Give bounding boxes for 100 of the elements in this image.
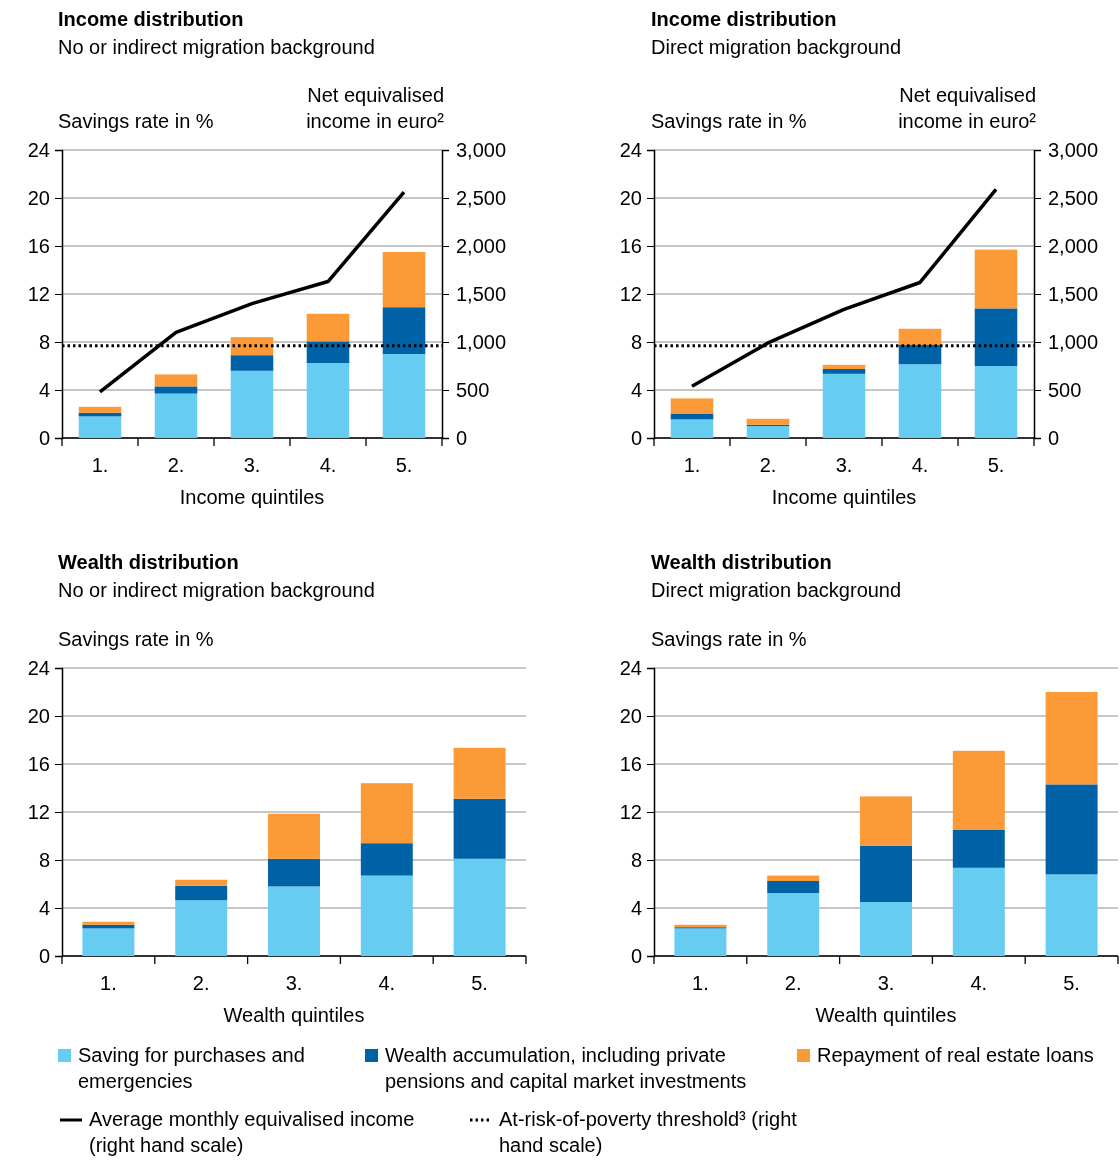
y-tick-label: 8	[630, 848, 642, 871]
y2-tick-label: 500	[456, 378, 490, 401]
y-tick-label: 0	[630, 944, 642, 967]
y-tick-label: 12	[27, 800, 50, 823]
x-tick-label: 4.	[911, 454, 929, 476]
bar	[230, 370, 274, 438]
bar	[670, 398, 714, 414]
y-tick-label: 0	[38, 426, 50, 449]
legend-label: Average monthly equivalised income (right hand scale)	[89, 1108, 415, 1156]
bar	[746, 418, 790, 425]
bar	[82, 928, 135, 956]
x-axis-title: Wealth quintiles	[223, 1004, 365, 1026]
y2-tick-label: 1,500	[456, 282, 507, 305]
y2-tick-label: 1,500	[1048, 282, 1099, 305]
y-tick-label: 24	[27, 656, 50, 679]
y-axis-title: Savings rate in %	[58, 110, 214, 132]
y2-tick-label: 2,500	[1048, 186, 1099, 209]
y2-axis-title: Net equivalised income in euro²	[306, 84, 445, 132]
bar	[898, 328, 942, 345]
bar	[175, 900, 228, 956]
y-tick-label: 4	[630, 378, 642, 401]
y2-tick-label: 500	[1048, 378, 1082, 401]
bar	[360, 843, 413, 876]
bar	[860, 845, 912, 902]
y-tick-label: 4	[38, 378, 50, 401]
bar	[306, 313, 350, 342]
y-axis-title: Savings rate in %	[651, 110, 807, 132]
y-tick-label: 24	[619, 656, 642, 679]
bar	[175, 879, 228, 886]
y-axis-title: Savings rate in %	[651, 628, 807, 650]
chart-subtitle: No or indirect migration background	[58, 36, 375, 58]
x-tick-label: 4.	[378, 972, 396, 994]
bar	[175, 885, 228, 901]
bar	[1045, 874, 1098, 956]
bar	[974, 366, 1018, 438]
y-tick-label: 16	[27, 234, 50, 257]
y-tick-label: 24	[619, 138, 642, 161]
bar	[860, 796, 912, 846]
x-tick-label: 5.	[471, 972, 488, 994]
bar	[82, 921, 135, 925]
legend-label: At-risk-of-poverty threshold³ (right hand scale)	[499, 1108, 798, 1156]
chart-title: Income distribution	[651, 8, 837, 30]
x-tick-label: 2.	[167, 454, 185, 476]
bar	[822, 369, 866, 374]
x-tick-label: 5.	[1063, 972, 1080, 994]
y2-tick-label: 2,000	[456, 234, 507, 257]
bar	[453, 798, 506, 859]
bar	[306, 363, 350, 438]
x-tick-label: 1.	[100, 972, 117, 994]
bar	[360, 783, 413, 844]
chart-title: Wealth distribution	[58, 551, 239, 573]
y-tick-label: 24	[27, 138, 50, 161]
y2-tick-label: 1,000	[1048, 330, 1099, 353]
bar	[268, 858, 320, 887]
chart-subtitle: No or indirect migration background	[58, 579, 375, 601]
y2-axis-title: Net equivalised income in euro²	[898, 84, 1037, 132]
y-tick-label: 20	[27, 704, 50, 727]
bar	[360, 875, 413, 956]
bar	[1045, 692, 1098, 785]
y-tick-label: 12	[619, 282, 642, 305]
x-tick-label: 2.	[784, 972, 802, 994]
y-tick-label: 8	[38, 848, 50, 871]
x-tick-label: 3.	[243, 454, 261, 476]
y-tick-label: 16	[27, 752, 50, 775]
bar	[860, 902, 912, 956]
bar	[268, 886, 320, 956]
bar	[974, 308, 1018, 366]
y-tick-label: 20	[619, 704, 642, 727]
y-tick-label: 12	[619, 800, 642, 823]
bar	[453, 747, 506, 799]
chart-title: Income distribution	[58, 8, 244, 30]
bar	[230, 355, 274, 371]
y-tick-label: 16	[619, 234, 642, 257]
x-tick-label: 1.	[692, 972, 709, 994]
bar	[952, 867, 1005, 956]
x-axis-title: Wealth quintiles	[815, 1004, 957, 1026]
bar	[767, 893, 820, 956]
y-tick-label: 8	[38, 330, 50, 353]
y-axis-title: Savings rate in %	[58, 628, 214, 650]
x-axis-title: Income quintiles	[179, 486, 325, 508]
bar	[974, 249, 1018, 309]
y2-tick-label: 2,500	[456, 186, 507, 209]
x-tick-label: 3.	[835, 454, 853, 476]
legend-label: Wealth accumulation, including private pensions and capital market investments	[385, 1044, 747, 1092]
y2-tick-label: 3,000	[1048, 138, 1099, 161]
legend-label: Repayment of real estate loans	[817, 1044, 1094, 1066]
x-tick-label: 1.	[91, 454, 109, 476]
bar	[382, 354, 426, 438]
bar	[382, 252, 426, 308]
x-tick-label: 5.	[987, 454, 1005, 476]
chart-subtitle: Direct migration background	[651, 579, 902, 601]
bar	[952, 750, 1005, 830]
x-tick-label: 2.	[192, 972, 210, 994]
x-tick-label: 1.	[683, 454, 701, 476]
chart-title: Wealth distribution	[651, 551, 832, 573]
bar	[1045, 784, 1098, 875]
y-tick-label: 12	[27, 282, 50, 305]
legend-label: Saving for purchases and emergencies	[78, 1044, 305, 1092]
bar	[154, 374, 198, 387]
bar	[306, 341, 350, 363]
